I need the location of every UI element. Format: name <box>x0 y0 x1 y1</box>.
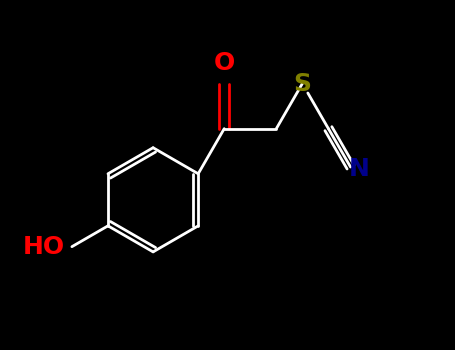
Text: HO: HO <box>22 235 65 259</box>
Text: N: N <box>349 158 370 181</box>
Text: S: S <box>293 71 311 96</box>
Text: O: O <box>213 51 235 76</box>
